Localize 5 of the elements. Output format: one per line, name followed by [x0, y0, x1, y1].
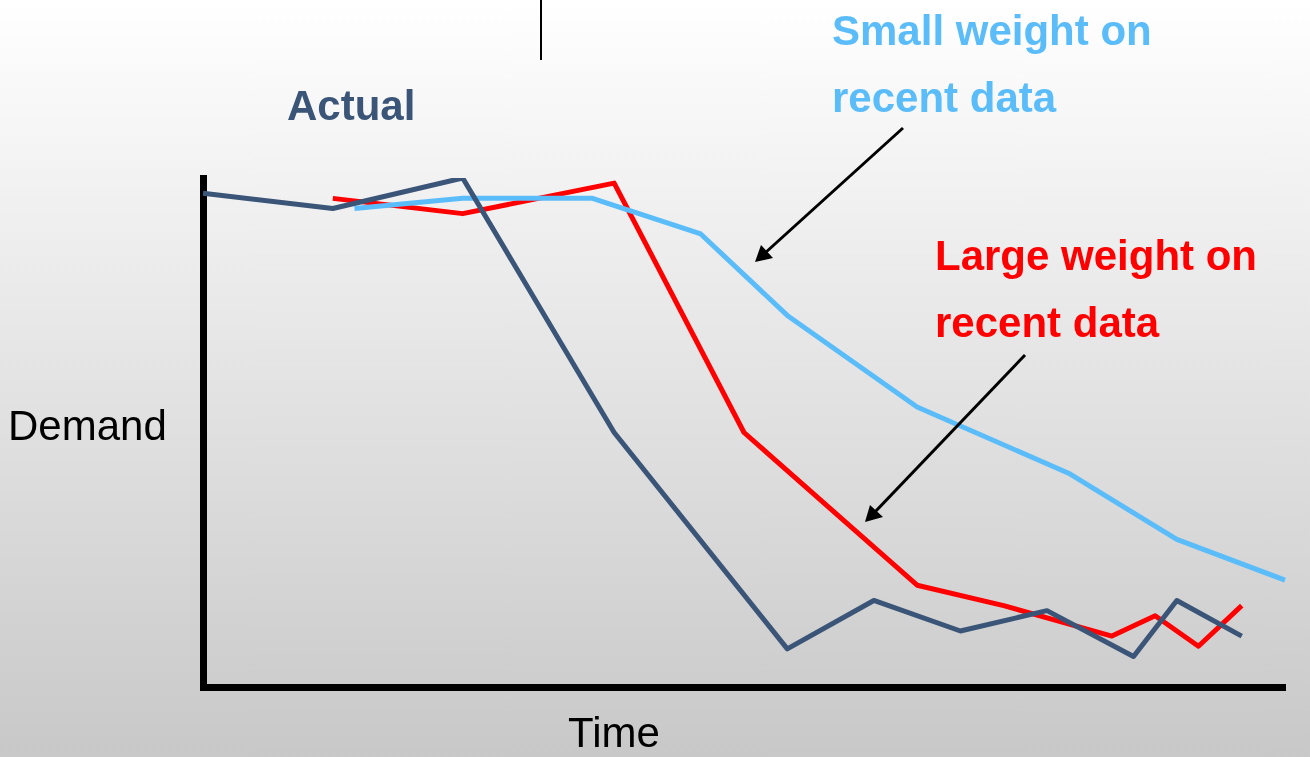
- text: Large weight on recent data: [935, 231, 1258, 346]
- text: Small weight on recent data: [832, 6, 1152, 121]
- series-label: Actual: [287, 81, 416, 129]
- y-axis-title: Demand: [8, 401, 167, 449]
- x-axis-title: Time: [568, 708, 660, 756]
